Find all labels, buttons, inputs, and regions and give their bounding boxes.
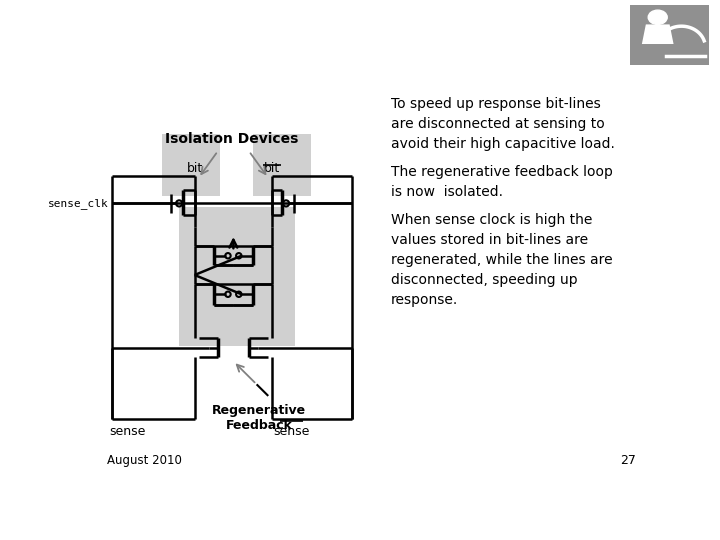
- Text: sense_clk: sense_clk: [48, 198, 109, 209]
- Text: sense: sense: [109, 425, 145, 438]
- Text: is now  isolated.: is now isolated.: [391, 185, 503, 199]
- Text: are disconnected at sensing to: are disconnected at sensing to: [391, 117, 605, 131]
- Text: Regenerative
Feedback: Regenerative Feedback: [212, 403, 306, 431]
- Text: disconnected, speeding up: disconnected, speeding up: [391, 273, 577, 287]
- Text: response.: response.: [391, 293, 458, 307]
- Text: values stored in bit-lines are: values stored in bit-lines are: [391, 233, 588, 247]
- Text: 27: 27: [621, 454, 636, 467]
- Text: avoid their high capacitive load.: avoid their high capacitive load.: [391, 137, 615, 151]
- Circle shape: [648, 10, 667, 24]
- Text: To speed up response bit-lines: To speed up response bit-lines: [391, 97, 600, 111]
- Text: The regenerative feedback loop: The regenerative feedback loop: [391, 165, 613, 179]
- Polygon shape: [642, 24, 674, 44]
- Text: bit: bit: [186, 162, 203, 175]
- Text: bit: bit: [264, 162, 280, 175]
- Bar: [253, 134, 311, 195]
- Text: August 2010: August 2010: [107, 454, 182, 467]
- Bar: [179, 207, 295, 346]
- Text: sense: sense: [274, 425, 310, 438]
- Text: regenerated, while the lines are: regenerated, while the lines are: [391, 253, 612, 267]
- Text: When sense clock is high the: When sense clock is high the: [391, 213, 592, 227]
- Text: Isolation Devices: Isolation Devices: [165, 132, 299, 146]
- Bar: [162, 134, 220, 195]
